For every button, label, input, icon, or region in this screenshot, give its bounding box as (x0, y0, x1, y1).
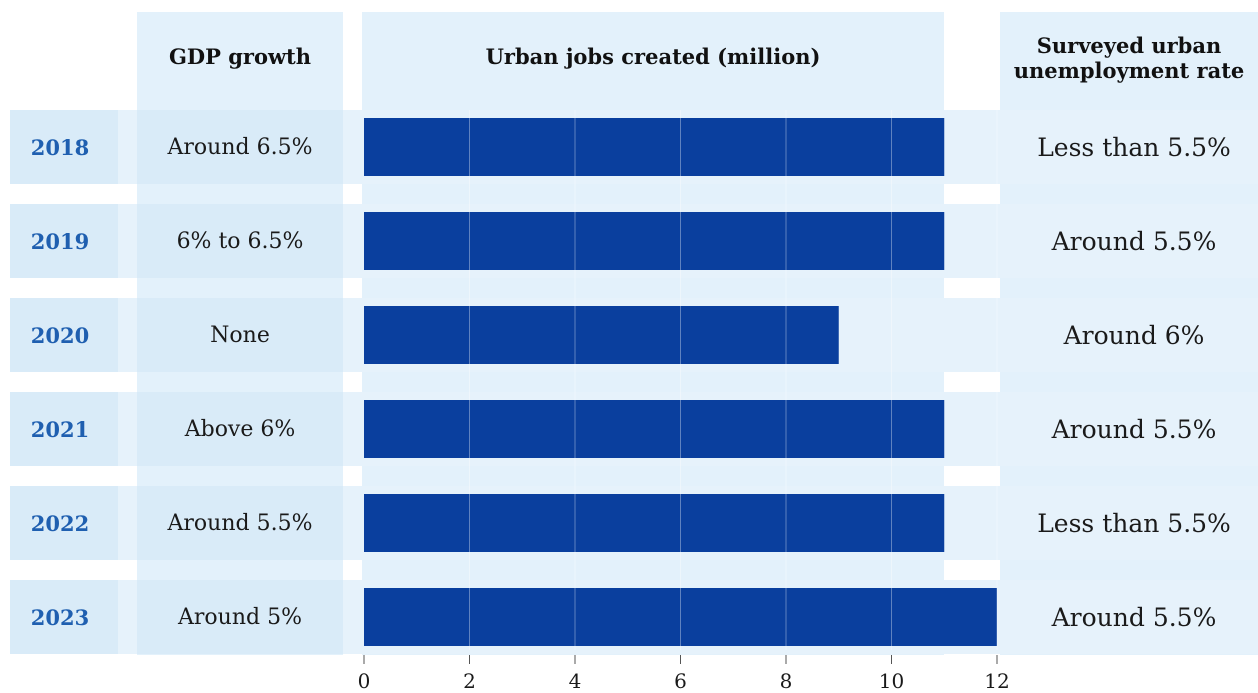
unemployment-value: Less than 5.5% (1037, 132, 1231, 162)
year-cell (10, 204, 118, 278)
tick-label: 12 (984, 669, 1009, 693)
jobs-header: Urban jobs created (million) (485, 44, 821, 70)
unemployment-value: Around 6% (1063, 320, 1205, 350)
gdp-value: 6% to 6.5% (176, 228, 304, 254)
unemployment-value: Around 5.5% (1051, 226, 1217, 256)
gdp-cell (137, 486, 343, 560)
gdp-cell (137, 204, 343, 278)
year-label: 2023 (30, 604, 90, 630)
gdp-cell (137, 298, 343, 372)
gdp-value: Above 6% (184, 416, 296, 442)
bar (364, 494, 945, 552)
year-cell (10, 110, 118, 184)
unemployment-value: Around 5.5% (1051, 602, 1217, 632)
year-cell (10, 392, 118, 466)
unemployment-value: Around 5.5% (1051, 414, 1217, 444)
bar (364, 212, 945, 270)
year-label: 2021 (30, 416, 90, 442)
year-label: 2022 (30, 510, 90, 536)
gdp-value: Around 5.5% (167, 510, 313, 536)
unemployment-value: Less than 5.5% (1037, 508, 1231, 538)
year-cell (10, 298, 118, 372)
tick-label: 8 (780, 669, 793, 693)
unemployment-header: Surveyed urban unemployment rate (1013, 32, 1245, 83)
gdp-cell (137, 392, 343, 466)
bar (364, 400, 945, 458)
year-cell (10, 486, 118, 560)
tick-label: 6 (674, 669, 687, 693)
gdp-header: GDP growth (168, 44, 312, 70)
gdp-value: Around 6.5% (167, 134, 313, 160)
tick-label: 10 (879, 669, 904, 693)
gdp-cell (137, 580, 343, 654)
gdp-value: Around 5% (178, 604, 302, 630)
bar (364, 306, 839, 364)
tick-label: 4 (569, 669, 582, 693)
gdp-cell (137, 110, 343, 184)
tick-label: 0 (358, 669, 371, 693)
tick-label: 2 (463, 669, 476, 693)
year-label: 2019 (30, 228, 90, 254)
bar (364, 588, 997, 646)
year-label: 2020 (30, 322, 90, 348)
year-label: 2018 (30, 134, 90, 160)
bar (364, 118, 945, 176)
year-cell (10, 580, 118, 654)
gdp-value: None (210, 322, 270, 348)
